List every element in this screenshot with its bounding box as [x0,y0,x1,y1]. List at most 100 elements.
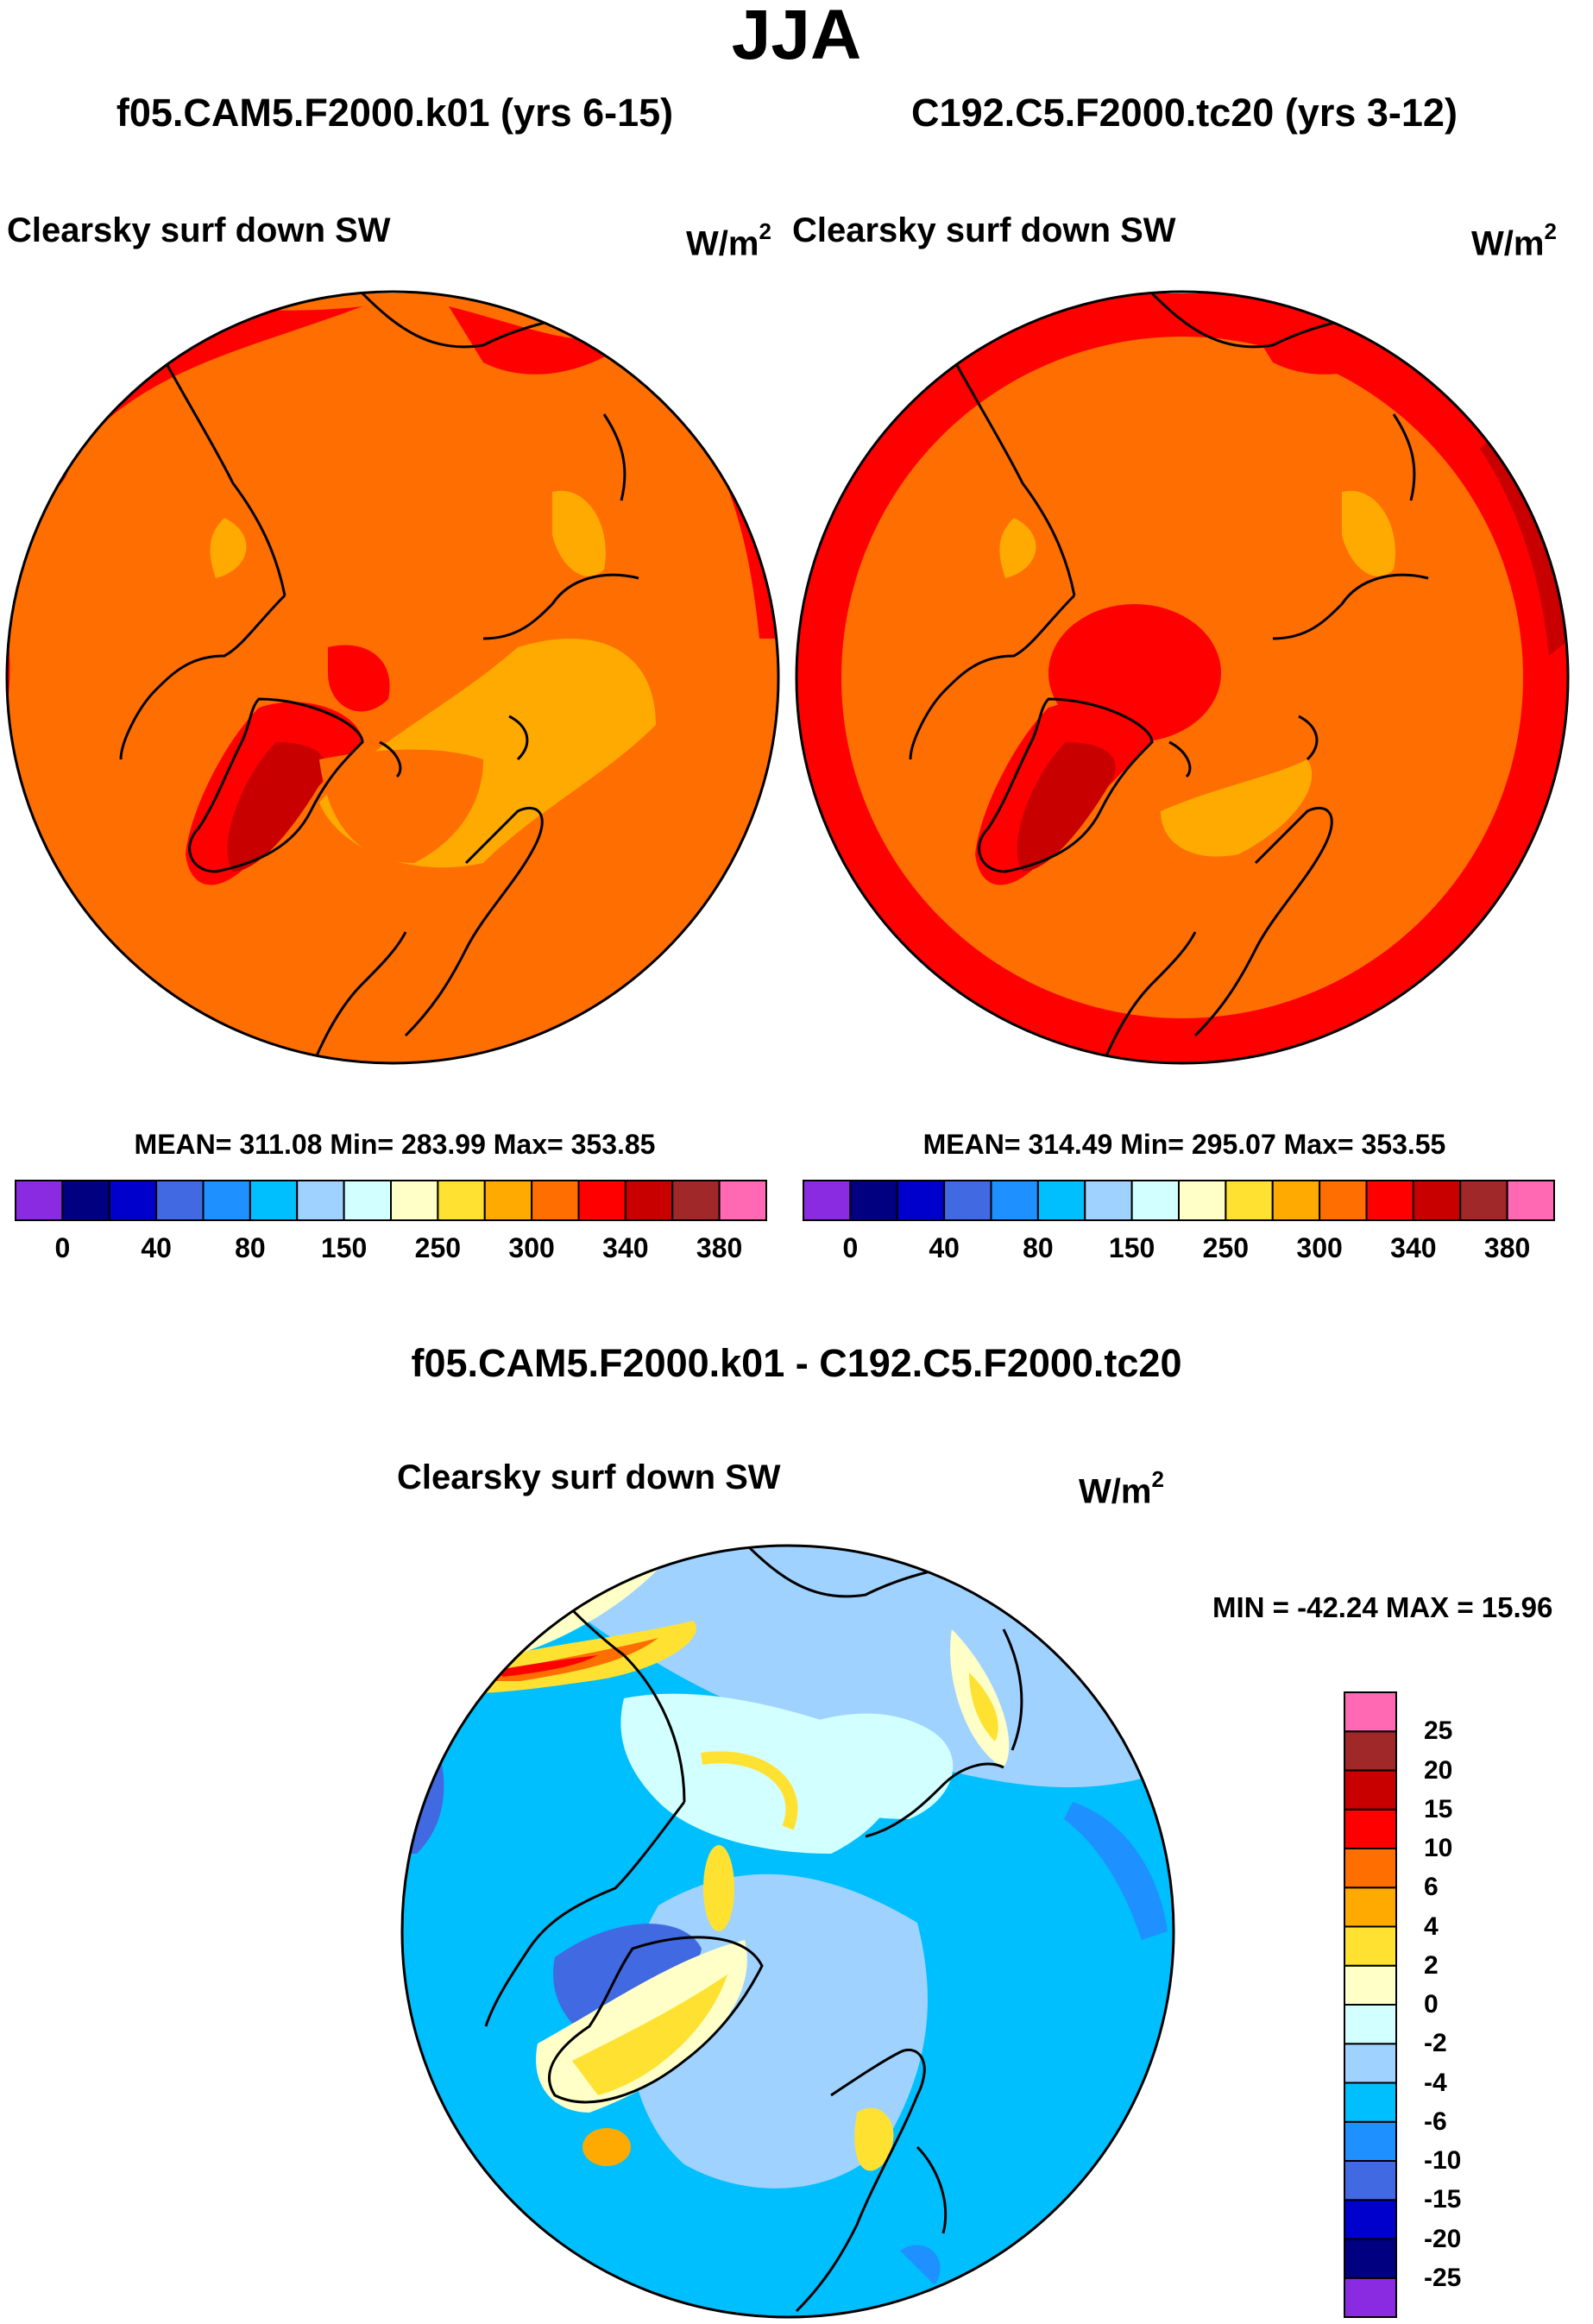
colorbar-tick-label: 4 [1424,1911,1439,1941]
left-colorbar [15,1180,767,1221]
map-fill-red [328,645,390,712]
colorbar-swatch [202,1180,251,1221]
map-fill-red [699,423,778,639]
map-fill-amber [1161,759,1313,857]
colorbar-swatch [483,1180,533,1221]
map-fill-darkred [1017,742,1116,872]
map-fill-dodgerblue [1064,1802,1168,1940]
right-polar-map [795,290,1570,1065]
map-fill-red [1238,306,1445,375]
map-fill-amber [552,490,606,576]
colorbar-tick-label: 250 [1202,1232,1250,1263]
diff-variable-label: Clearsky surf down SW [397,1458,781,1496]
colorbar-swatch [849,1180,898,1221]
diff-colorbar [1344,1691,1397,2318]
colorbar-tick-label: -20 [1424,2224,1462,2253]
colorbar-tick-label: 380 [696,1232,743,1263]
colorbar-swatch [1412,1180,1462,1221]
left-panel-title: f05.CAM5.F2000.k01 (yrs 6-15) [116,91,674,135]
colorbar-tick-label: 25 [1424,1716,1453,1746]
right-colorbar [803,1180,1555,1221]
colorbar-tick-label: 250 [414,1232,462,1263]
colorbar-swatch [896,1180,946,1221]
colorbar-tick-label: -25 [1424,2263,1462,2292]
colorbar-swatch [624,1180,674,1221]
map-fill-dodgerblue [900,2245,941,2285]
figure-title: JJA [731,0,862,74]
colorbar-tick-label: 300 [1296,1232,1343,1263]
colorbar-swatch [1344,1769,1397,1811]
colorbar-swatch [1344,2082,1397,2123]
colorbar-tick-label: -2 [1424,2029,1447,2058]
diff-panel-title: f05.CAM5.F2000.k01 - C192.C5.F2000.tc20 [411,1341,1182,1385]
colorbar-swatch [1178,1180,1227,1221]
colorbar-swatch [1344,1848,1397,1889]
map-fill-darkred [1480,431,1568,656]
colorbar-tick-label: -6 [1424,2107,1447,2136]
colorbar-swatch [1459,1180,1508,1221]
colorbar-tick-label: 150 [1108,1232,1155,1263]
right-variable-label: Clearsky surf down SW [792,211,1176,249]
colorbar-swatch [1344,2277,1397,2318]
colorbar-tick-label: 2 [1424,1950,1439,1980]
coastlines [909,292,1429,1063]
colorbar-swatch [1344,1964,1397,2006]
colorbar-swatch [1344,2199,1397,2240]
colorbar-tick-label: 80 [235,1232,266,1263]
colorbar-tick-label: 10 [1424,1834,1453,1862]
left-variable-label: Clearsky surf down SW [7,211,391,249]
colorbar-tick-label: 380 [1483,1232,1531,1263]
colorbar-swatch [577,1180,626,1221]
colorbar-tick-label: 340 [602,1232,649,1263]
colorbar-swatch [1344,2160,1397,2201]
colorbar-swatch [343,1180,392,1221]
colorbar-swatch [1130,1180,1180,1221]
map-fill-amber [1342,490,1395,576]
map-frame [5,290,780,1065]
colorbar-tick-label: -4 [1424,2068,1447,2097]
colorbar-swatch [671,1180,721,1221]
colorbar-swatch [1365,1180,1414,1221]
left-polar-map [5,290,780,1065]
map-fill-violet [403,1759,413,1786]
map-fill-amber [999,518,1036,578]
colorbar-swatch [943,1180,992,1221]
map-fill-yellow [854,2107,894,2171]
colorbar-swatch [390,1180,439,1221]
colorbar-swatch [1036,1180,1086,1221]
colorbar-swatch [1344,1691,1397,1733]
colorbar-swatch [1344,1886,1397,1928]
colorbar-swatch [1506,1180,1555,1221]
colorbar-swatch [718,1180,767,1221]
map-frame [795,290,1570,1065]
colorbar-swatch [1344,1925,1397,1967]
right-units-label: W/m2 [1471,218,1557,263]
colorbar-tick-label: 15 [1424,1794,1453,1823]
colorbar-tick-label: 40 [141,1232,172,1263]
map-fill-darkred [227,742,326,872]
colorbar-tick-label: 0 [1424,1990,1439,2019]
colorbar-tick-label: 80 [1023,1232,1054,1263]
colorbar-tick-label: 6 [1424,1873,1439,1902]
map-fill-lightblue [627,1874,928,2189]
colorbar-tick-label: -15 [1424,2185,1462,2214]
diff-polar-map [400,1544,1175,2319]
diff-units-label: W/m2 [1079,1466,1164,1511]
coastlines [119,292,639,1063]
colorbar-swatch [1225,1180,1274,1221]
map-fill-red [494,1655,598,1677]
map-fill-amber [582,2128,631,2166]
left-units-label: W/m2 [686,218,771,263]
colorbar-swatch [1344,1808,1397,1849]
colorbar-tick-label: 40 [929,1232,960,1263]
diff-minmax: MIN = -42.24 MAX = 15.96 [1212,1591,1553,1623]
right-panel-title: C192.C5.F2000.tc20 (yrs 3-12) [911,91,1458,135]
colorbar-swatch [155,1180,205,1221]
colorbar-swatch [1084,1180,1133,1221]
map-fill-red [449,306,656,375]
map-fill-yellow [701,1751,798,1830]
colorbar-swatch [296,1180,345,1221]
colorbar-tick-label: 340 [1390,1232,1437,1263]
colorbar-tick-label: -10 [1424,2146,1462,2175]
colorbar-swatch [1344,2004,1397,2045]
